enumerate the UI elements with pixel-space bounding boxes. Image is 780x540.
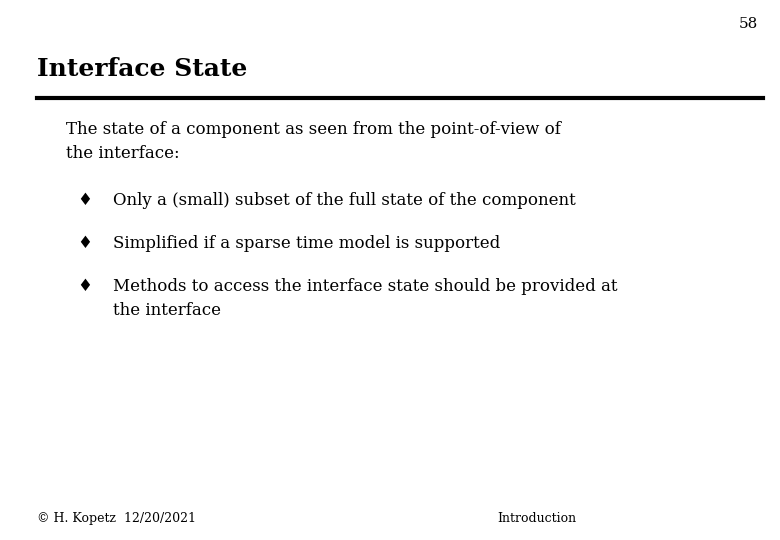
Text: The state of a component as seen from the point-of-view of
the interface:: The state of a component as seen from th…: [66, 122, 561, 162]
Text: Interface State: Interface State: [37, 57, 248, 80]
Text: ♦: ♦: [76, 278, 92, 295]
Text: Introduction: Introduction: [498, 512, 576, 525]
Text: ♦: ♦: [76, 192, 92, 208]
Text: Only a (small) subset of the full state of the component: Only a (small) subset of the full state …: [113, 192, 576, 208]
Text: 58: 58: [739, 17, 758, 31]
Text: © H. Kopetz  12/20/2021: © H. Kopetz 12/20/2021: [37, 512, 197, 525]
Text: ♦: ♦: [76, 235, 92, 252]
Text: Simplified if a sparse time model is supported: Simplified if a sparse time model is sup…: [113, 235, 500, 252]
Text: Methods to access the interface state should be provided at
the interface: Methods to access the interface state sh…: [113, 278, 618, 319]
